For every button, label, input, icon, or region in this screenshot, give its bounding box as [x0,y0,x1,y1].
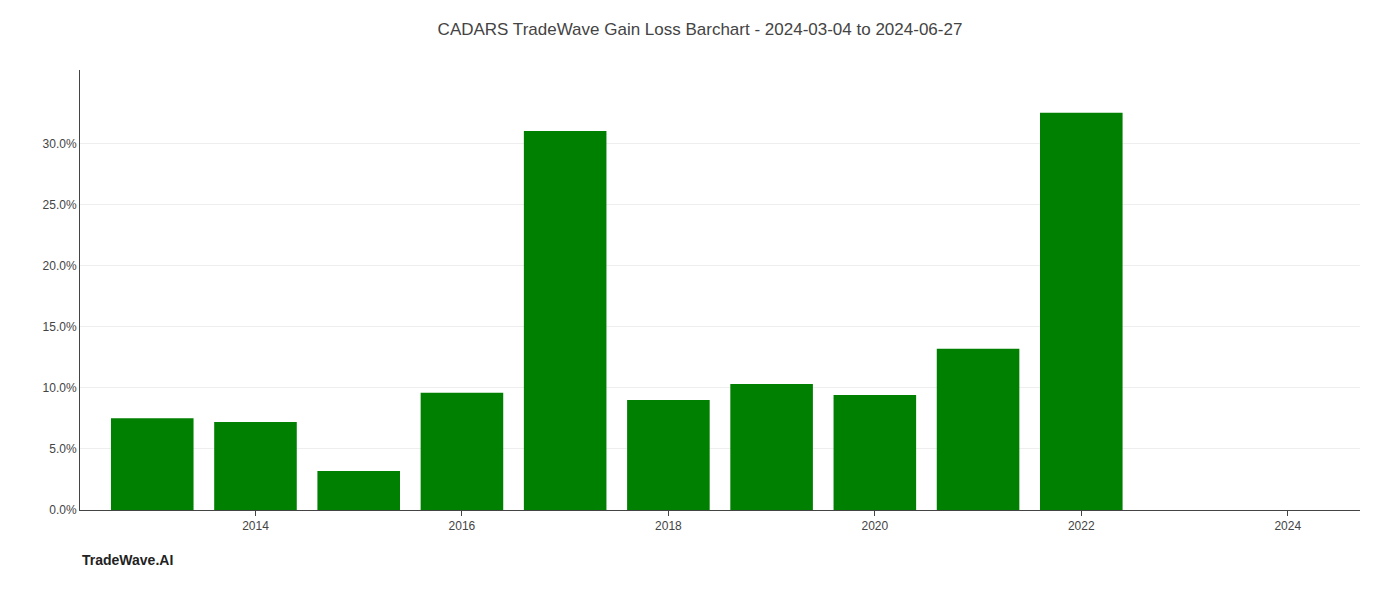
svg-text:2020: 2020 [861,519,888,533]
svg-text:2018: 2018 [655,519,682,533]
svg-text:2024: 2024 [1274,519,1301,533]
svg-text:2016: 2016 [449,519,476,533]
svg-text:30.0%: 30.0% [43,137,77,151]
svg-text:CADARS TradeWave Gain Loss Bar: CADARS TradeWave Gain Loss Barchart - 20… [438,20,963,39]
svg-text:2014: 2014 [242,519,269,533]
svg-text:0.0%: 0.0% [49,503,77,517]
svg-text:25.0%: 25.0% [43,198,77,212]
svg-text:5.0%: 5.0% [49,442,77,456]
svg-text:TradeWave.AI: TradeWave.AI [82,552,173,568]
svg-text:10.0%: 10.0% [43,381,77,395]
svg-text:2022: 2022 [1068,519,1095,533]
svg-text:20.0%: 20.0% [43,259,77,273]
svg-text:15.0%: 15.0% [43,320,77,334]
